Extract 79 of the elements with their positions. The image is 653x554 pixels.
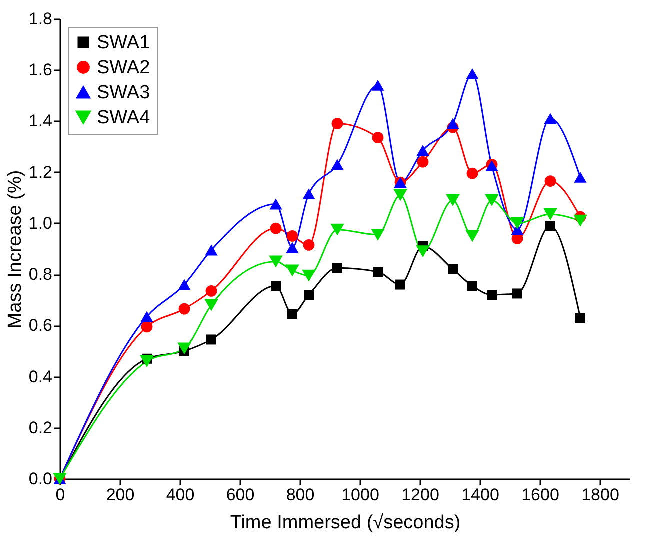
point <box>206 285 218 297</box>
point <box>178 303 190 315</box>
point <box>417 156 429 168</box>
point <box>372 132 384 144</box>
point <box>302 270 316 282</box>
y-tick-label: 0.8 <box>28 265 52 284</box>
x-tick-label: 200 <box>106 486 135 504</box>
point <box>331 159 344 170</box>
legend-label: SWA3 <box>97 82 150 104</box>
point <box>576 313 586 323</box>
point <box>302 188 316 200</box>
point <box>270 198 282 210</box>
point <box>510 217 524 230</box>
point <box>544 208 558 220</box>
x-tick-label: 1600 <box>522 486 560 504</box>
y-tick-label: 0.0 <box>28 470 52 488</box>
point <box>303 239 315 251</box>
point <box>271 281 281 292</box>
legend-label: SWA2 <box>97 58 150 78</box>
point <box>371 228 385 241</box>
point <box>446 194 460 206</box>
y-tick-label: 0.6 <box>28 316 52 336</box>
point <box>269 256 283 268</box>
point <box>330 224 344 236</box>
legend-label: SWA4 <box>97 108 151 128</box>
point <box>286 242 299 254</box>
point <box>466 68 479 80</box>
point <box>512 288 522 299</box>
point <box>372 80 384 91</box>
point <box>394 189 408 202</box>
point <box>332 118 344 130</box>
x-tick-label: 800 <box>286 486 315 504</box>
point <box>206 334 216 345</box>
point <box>270 222 282 234</box>
point <box>178 342 192 355</box>
point <box>416 246 430 258</box>
point <box>544 176 556 187</box>
y-tick-label: 0.4 <box>28 367 52 386</box>
point <box>448 264 458 274</box>
x-tick-label: 600 <box>226 486 255 504</box>
y-tick-label: 1.4 <box>28 112 52 131</box>
x-tick-label: 1200 <box>402 486 440 504</box>
legend-label: SWA1 <box>97 32 150 54</box>
x-tick-label: 1000 <box>342 486 380 504</box>
point <box>204 299 218 312</box>
point <box>373 267 383 277</box>
point <box>446 118 460 130</box>
point <box>304 290 314 300</box>
y-tick-label: 1.0 <box>28 214 52 233</box>
x-tick-label: 400 <box>166 486 195 504</box>
point <box>140 355 154 368</box>
point <box>574 214 588 227</box>
y-tick-label: 1.2 <box>28 162 52 182</box>
point <box>288 309 298 320</box>
x-tick-label: 1800 <box>582 486 620 504</box>
point <box>286 264 300 277</box>
point <box>332 263 342 274</box>
point <box>205 244 218 256</box>
point <box>466 230 480 242</box>
point <box>141 321 153 333</box>
point <box>396 280 406 290</box>
point <box>416 145 430 156</box>
x-tick-label: 0 <box>56 486 66 504</box>
y-axis-title: Mass Increase (%) <box>4 170 26 329</box>
y-tick-label: 1.8 <box>28 10 52 28</box>
point <box>286 230 298 242</box>
y-tick-label: 0.2 <box>28 418 52 438</box>
x-axis-title: Time Immersed (√seconds) <box>230 512 461 534</box>
point <box>546 221 556 231</box>
point <box>468 281 478 292</box>
x-tick-label: 1400 <box>462 486 500 504</box>
point <box>487 290 497 300</box>
point <box>544 113 557 124</box>
point <box>178 279 191 290</box>
y-tick-label: 1.6 <box>28 60 52 80</box>
point <box>485 194 499 206</box>
point <box>466 168 478 180</box>
point <box>574 172 587 183</box>
point <box>140 311 154 322</box>
